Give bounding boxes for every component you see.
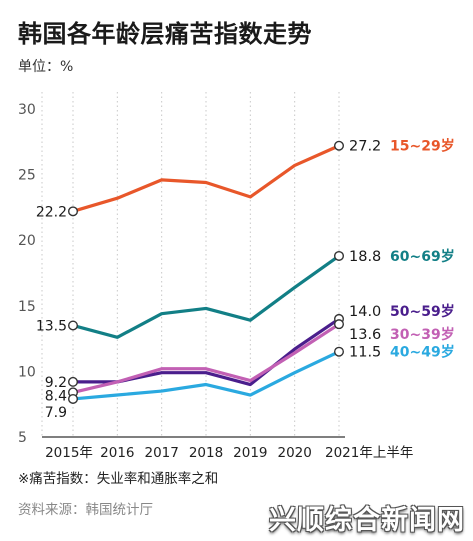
data-point-marker bbox=[334, 319, 345, 330]
y-tick-label: 10 bbox=[18, 364, 36, 380]
x-tick-label: 2017 bbox=[144, 445, 178, 461]
x-tick-label: 2016 bbox=[100, 445, 134, 461]
footnote: ※痛苦指数：失业率和通胀率之和 bbox=[18, 471, 219, 487]
data-label-start: 8.4 bbox=[45, 388, 67, 404]
data-point-marker bbox=[67, 206, 78, 217]
source-label: 资料来源：韩国统计厅 bbox=[18, 502, 153, 518]
x-tick-label: 2018 bbox=[189, 445, 223, 461]
series-name-label: 30~39岁 bbox=[390, 326, 455, 343]
data-point-marker bbox=[334, 140, 345, 151]
unit-label: 单位：% bbox=[18, 59, 74, 75]
x-tick-label: 2021年上半年 bbox=[325, 445, 413, 461]
x-tick-label: 2015年 bbox=[45, 445, 93, 461]
series-line bbox=[71, 322, 341, 394]
x-tick-label: 2020 bbox=[277, 445, 311, 461]
data-label-start: 22.2 bbox=[36, 204, 67, 220]
series-line bbox=[71, 144, 341, 213]
data-label-end: 14.0 bbox=[349, 304, 381, 320]
series-name-label: 60~69岁 bbox=[390, 248, 455, 265]
data-label-end: 13.6 bbox=[349, 327, 381, 343]
chart-title: 韩国各年龄层痛苦指数走势 bbox=[18, 20, 312, 48]
y-tick-label: 20 bbox=[18, 233, 36, 249]
watermark: 兴顺综合新闻网 bbox=[269, 505, 465, 536]
data-label-end: 27.2 bbox=[349, 139, 381, 155]
data-point-marker bbox=[67, 376, 78, 387]
series-line bbox=[71, 350, 341, 401]
data-label-start: 7.9 bbox=[45, 405, 67, 421]
series-name-label: 15~29岁 bbox=[390, 138, 455, 155]
data-label-start: 9.2 bbox=[45, 375, 67, 391]
y-tick-label: 5 bbox=[18, 430, 27, 446]
data-label-end: 18.8 bbox=[349, 249, 381, 265]
data-label-start: 13.5 bbox=[36, 318, 67, 334]
series-line bbox=[71, 254, 341, 339]
series-name-label: 40~49岁 bbox=[390, 344, 455, 361]
data-point-marker bbox=[334, 250, 345, 261]
y-tick-label: 30 bbox=[18, 102, 36, 118]
data-point-marker bbox=[67, 320, 78, 331]
line-chart: 5 10 15 20 25 30 2015年 2016 2017 2018 2019 2020 2021… bbox=[18, 92, 455, 461]
x-tick-label: 2019 bbox=[233, 445, 267, 461]
y-tick-label: 15 bbox=[18, 299, 36, 315]
data-point-marker bbox=[67, 393, 78, 404]
y-tick-label: 25 bbox=[18, 168, 36, 184]
series-name-label: 50~59岁 bbox=[390, 303, 455, 320]
data-point-marker bbox=[334, 346, 345, 357]
data-label-end: 11.5 bbox=[349, 345, 381, 361]
